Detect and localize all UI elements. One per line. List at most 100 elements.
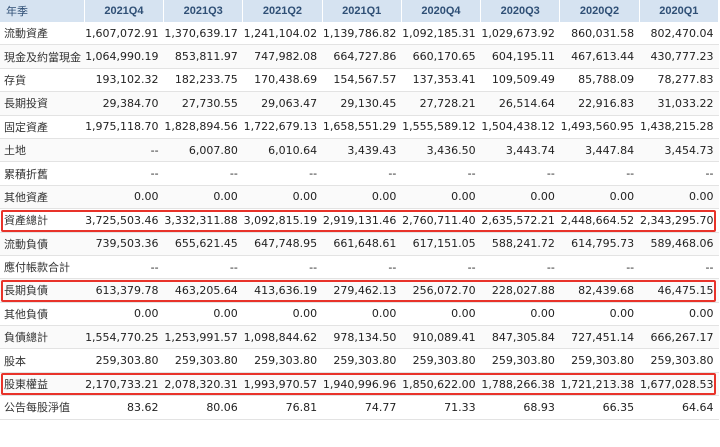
table-cell: --: [163, 161, 243, 186]
row-label: 股本: [0, 348, 85, 373]
row-label: 累積折舊: [0, 161, 85, 186]
row-label: 應付帳款合計: [0, 255, 85, 280]
table-cell: 1,788,266.38: [480, 372, 560, 397]
table-cell: 154,567.57: [322, 68, 402, 93]
table-cell: 0.00: [480, 302, 560, 327]
table-row: 流動負債 739,503.36 655,621.45 647,748.95 661,64…: [0, 232, 719, 256]
table-cell: 1,438,215.28: [639, 115, 719, 139]
column-header[interactable]: 2021Q4: [84, 0, 165, 22]
table-cell: 430,777.23: [639, 44, 719, 69]
table-cell: 647,748.95: [242, 232, 323, 256]
row-label: 流動資產: [0, 22, 85, 46]
table-cell: 3,447.84: [559, 138, 640, 163]
row-label: 資產總計: [0, 208, 85, 233]
table-cell: 604,195.11: [480, 44, 560, 69]
table-cell: 27,728.21: [401, 91, 481, 116]
row-label: 公告每股淨值: [0, 395, 85, 420]
table-cell: 1,721,213.38: [559, 372, 640, 397]
table-row: 應付帳款合計 -- -- -- -- -- -- -- --: [0, 255, 719, 280]
table-cell: 467,613.44: [559, 44, 640, 69]
table-cell: --: [84, 161, 164, 186]
table-cell: 588,241.72: [480, 232, 560, 256]
table-cell: 655,621.45: [163, 232, 243, 256]
table-cell: 1,139,786.82: [322, 22, 402, 46]
row-label: 長期負債: [0, 278, 85, 303]
table-cell: 259,303.80: [163, 348, 243, 373]
table-row: 土地 -- 6,007.80 6,010.64 3,439.43 3,436.50 3,44…: [0, 138, 719, 163]
table-cell: 1,722,679.13: [242, 115, 323, 139]
table-row: 存貨 193,102.32 182,233.75 170,438.69 154,567.…: [0, 68, 719, 93]
row-label: 其他資產: [0, 185, 85, 210]
table-cell: 0.00: [639, 185, 719, 210]
table-cell: --: [84, 138, 164, 163]
table-cell: 0.00: [559, 302, 640, 327]
table-cell: 0.00: [163, 302, 243, 327]
table-cell: 68.93: [480, 395, 560, 420]
table-cell: --: [163, 255, 243, 280]
column-header[interactable]: 2021Q1: [322, 0, 402, 22]
column-header[interactable]: 2020Q4: [401, 0, 482, 22]
table-cell: 0.00: [242, 185, 323, 210]
table-cell: 22,916.83: [559, 91, 640, 116]
column-header[interactable]: 2020Q3: [480, 0, 561, 22]
row-label: 其他負債: [0, 302, 85, 327]
row-label: 固定資產: [0, 115, 85, 139]
table-cell: 46,475.15: [639, 278, 719, 303]
table-row: 流動資產 1,607,072.91 1,370,639.17 1,241,104.02…: [0, 22, 719, 46]
table-cell: --: [401, 255, 481, 280]
table-cell: 0.00: [322, 302, 402, 327]
table-cell: --: [322, 161, 402, 186]
table-cell: 259,303.80: [559, 348, 640, 373]
table-cell: 170,438.69: [242, 68, 323, 93]
column-header[interactable]: 2020Q1: [639, 0, 720, 22]
table-cell: 259,303.80: [84, 348, 164, 373]
table-cell: 3,092,815.19: [242, 208, 323, 233]
table-cell: 727,451.14: [559, 325, 640, 350]
table-cell: 0.00: [401, 185, 481, 210]
table-cell: 2,760,711.40: [401, 208, 481, 233]
table-cell: 978,134.50: [322, 325, 402, 350]
table-row: 其他負債 0.00 0.00 0.00 0.00 0.00 0.00 0.00 0.00: [0, 302, 719, 327]
table-cell: 0.00: [480, 185, 560, 210]
table-cell: 747,982.08: [242, 44, 323, 69]
table-cell: 0.00: [242, 302, 323, 327]
table-cell: 1,064,990.19: [84, 44, 164, 69]
table-cell: 1,940,996.96: [322, 372, 402, 397]
row-label: 現金及約當現金: [0, 44, 85, 69]
table-cell: 0.00: [401, 302, 481, 327]
table-cell: 2,078,320.31: [163, 372, 243, 397]
column-header[interactable]: 2021Q3: [163, 0, 244, 22]
table-cell: 29,063.47: [242, 91, 323, 116]
table-cell: 660,170.65: [401, 44, 481, 69]
table-cell: 661,648.61: [322, 232, 402, 256]
table-row: 負債總計 1,554,770.25 1,253,991.57 1,098,844.62…: [0, 325, 719, 350]
table-cell: 78,277.83: [639, 68, 719, 93]
table-cell: 853,811.97: [163, 44, 243, 69]
table-cell: 71.33: [401, 395, 481, 420]
table-cell: 3,443.74: [480, 138, 560, 163]
column-header[interactable]: 2021Q2: [242, 0, 323, 22]
table-cell: 617,151.05: [401, 232, 481, 256]
table-row: 資產總計 3,725,503.46 3,332,311.88 3,092,815.19…: [0, 208, 719, 233]
table-cell: --: [639, 161, 719, 186]
table-cell: 259,303.80: [401, 348, 481, 373]
column-header[interactable]: 2020Q2: [559, 0, 640, 22]
table-cell: 83.62: [84, 395, 164, 420]
table-cell: 74.77: [322, 395, 402, 420]
table-cell: 2,343,295.70: [639, 208, 719, 233]
table-cell: 3,436.50: [401, 138, 481, 163]
table-cell: 29,130.45: [322, 91, 402, 116]
table-header-row: 年季 2021Q4 2021Q3 2021Q2 2021Q1 2020Q4 20…: [0, 0, 720, 22]
table-cell: 0.00: [163, 185, 243, 210]
table-cell: 64.64: [639, 395, 719, 420]
table-cell: 847,305.84: [480, 325, 560, 350]
table-cell: 666,267.17: [639, 325, 719, 350]
table-cell: 1,555,589.12: [401, 115, 481, 139]
table-cell: 109,509.49: [480, 68, 560, 93]
table-cell: 256,072.70: [401, 278, 481, 303]
table-cell: 1,677,028.53: [639, 372, 719, 397]
table-cell: 66.35: [559, 395, 640, 420]
table-cell: --: [639, 255, 719, 280]
table-row: 其他資產 0.00 0.00 0.00 0.00 0.00 0.00 0.00 0.00: [0, 185, 719, 210]
table-cell: 228,027.88: [480, 278, 560, 303]
